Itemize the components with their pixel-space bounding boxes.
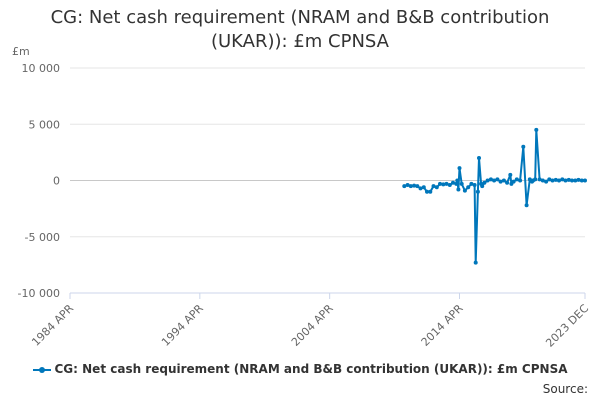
data-point [576, 177, 581, 182]
data-point [537, 177, 542, 182]
chart-title-line-2: (UKAR)): £m CPNSA [210, 31, 389, 52]
data-point [498, 179, 503, 184]
data-point [462, 188, 467, 193]
data-point [418, 186, 423, 191]
data-point [428, 189, 433, 194]
data-point [408, 184, 413, 189]
x-tick-label: 2014 APR [419, 302, 466, 349]
legend-marker-icon [32, 364, 51, 376]
data-point [469, 181, 474, 186]
data-point [570, 178, 574, 183]
y-axis-label: £m [12, 45, 30, 58]
data-point [547, 177, 552, 182]
data-point [560, 177, 565, 182]
data-point [431, 184, 436, 189]
data-point [438, 181, 442, 186]
data-point [477, 156, 481, 160]
data-point [459, 181, 464, 186]
chart-title-line-1: CG: Net cash requirement (NRAM and B&B c… [50, 7, 550, 28]
data-point [457, 166, 462, 171]
data-point [492, 178, 497, 183]
data-point [447, 183, 452, 187]
data-point [563, 178, 568, 183]
data-point [501, 178, 506, 183]
data-point [579, 178, 584, 183]
data-point [485, 178, 490, 183]
y-tick-label: -10 000 [18, 287, 60, 300]
data-point [583, 178, 587, 183]
data-point [425, 189, 429, 194]
y-tick-label: 5 000 [29, 118, 61, 131]
data-point [495, 177, 500, 182]
data-point [402, 184, 407, 189]
x-tick-label: 2004 APR [289, 302, 336, 349]
x-tick-label: 1984 APR [29, 302, 76, 349]
data-point [415, 184, 420, 189]
data-point [441, 182, 446, 187]
data-point [521, 144, 526, 149]
y-tick-label: -5 000 [25, 231, 60, 244]
data-point [451, 180, 455, 185]
data-point [508, 172, 513, 177]
y-tick-label: 0 [53, 175, 60, 188]
data-point [505, 180, 510, 185]
data-point [472, 183, 477, 187]
data-point [456, 187, 461, 192]
data-point [421, 185, 426, 190]
data-point [454, 181, 459, 186]
x-tick-label: 2023 DEC [543, 302, 591, 350]
data-point [550, 178, 555, 183]
data-point [466, 185, 471, 190]
data-point [518, 178, 523, 183]
legend-label: CG: Net cash requirement (NRAM and B&B c… [54, 362, 568, 376]
data-point [540, 178, 545, 183]
data-point [434, 185, 439, 190]
data-point [514, 177, 519, 182]
data-point [553, 177, 558, 182]
data-point [533, 177, 538, 182]
data-point [455, 178, 460, 183]
legend[interactable]: CG: Net cash requirement (NRAM and B&B c… [0, 362, 600, 376]
data-point [544, 179, 549, 184]
data-point [405, 183, 410, 187]
data-point [524, 203, 529, 208]
data-point [444, 181, 449, 186]
data-point [482, 180, 487, 185]
y-tick-label: 10 000 [22, 62, 61, 75]
data-point [566, 177, 571, 182]
x-tick-label: 1994 APR [159, 302, 206, 349]
data-point [511, 179, 516, 184]
data-point [557, 178, 561, 183]
data-point [534, 127, 539, 132]
data-point [412, 183, 417, 188]
data-point [573, 178, 578, 183]
data-point [475, 189, 480, 194]
data-point [480, 184, 485, 189]
chart-title: CG: Net cash requirement (NRAM and B&B c… [0, 6, 600, 54]
data-point [488, 177, 493, 182]
source-label: Source: [542, 382, 588, 396]
data-point [473, 260, 478, 265]
series-line [403, 128, 585, 264]
